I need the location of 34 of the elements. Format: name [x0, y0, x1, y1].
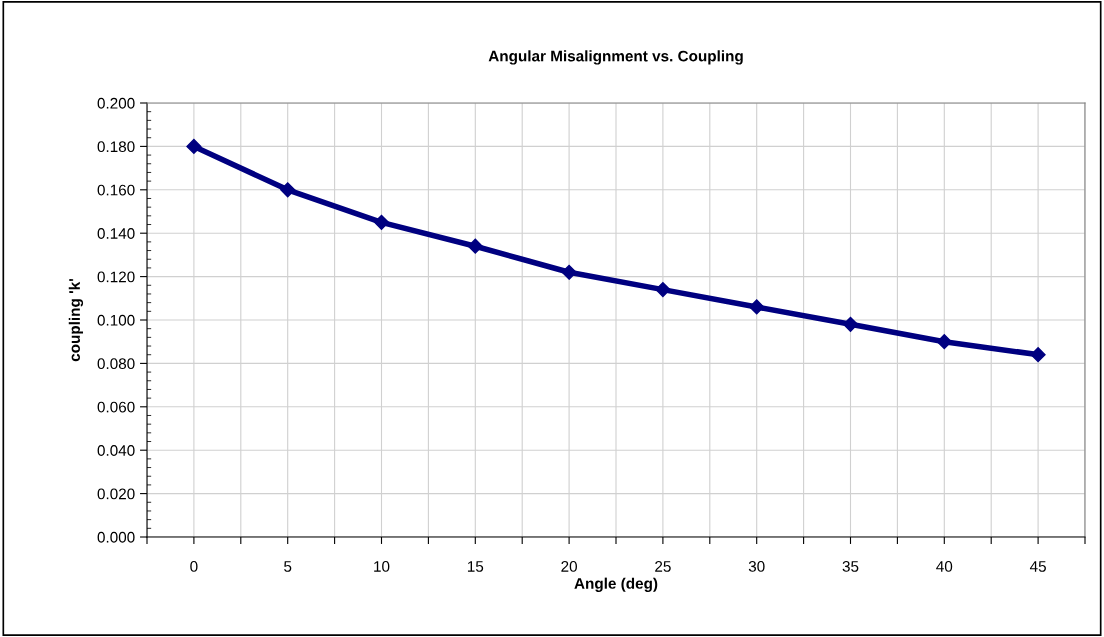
chart-title: Angular Misalignment vs. Coupling: [488, 50, 743, 65]
y-axis-title: coupling 'k': [68, 278, 84, 362]
y-tick-label: 0.160: [97, 184, 135, 196]
y-tick-label: 0.140: [97, 228, 135, 239]
x-tick-label: 15: [467, 561, 484, 572]
point: [467, 238, 483, 254]
point: [842, 316, 859, 332]
x-tick-label: 10: [374, 561, 390, 572]
y-tick-label: 0.040: [97, 445, 135, 456]
point: [655, 282, 671, 298]
y-tick-label: 0.120: [97, 271, 135, 283]
x-tick-label: 35: [842, 561, 859, 572]
point: [373, 214, 390, 230]
y-tick-label: 0.020: [97, 488, 135, 500]
point: [186, 138, 202, 154]
y-tick-label: 0.080: [97, 358, 135, 370]
x-tick-label: 20: [561, 561, 577, 572]
x-tick-label: 5: [284, 561, 292, 572]
point: [561, 264, 577, 280]
y-tick-label: 0.000: [97, 531, 135, 543]
y-tick-label: 0.180: [97, 141, 135, 153]
point: [936, 334, 952, 350]
point: [280, 182, 296, 198]
x-tick-label: 40: [936, 561, 953, 572]
y-tick-label: 0.200: [97, 97, 135, 109]
point: [749, 299, 765, 315]
x-axis-title: Angle (deg): [574, 577, 658, 592]
y-tick-label: 0.100: [97, 314, 135, 326]
point: [1030, 347, 1046, 363]
x-tick-label: 45: [1029, 561, 1046, 572]
x-tick-label: 0: [190, 561, 198, 572]
x-tick-label: 30: [748, 561, 765, 572]
y-tick-label: 0.060: [97, 401, 135, 413]
x-tick-label: 25: [655, 561, 671, 572]
